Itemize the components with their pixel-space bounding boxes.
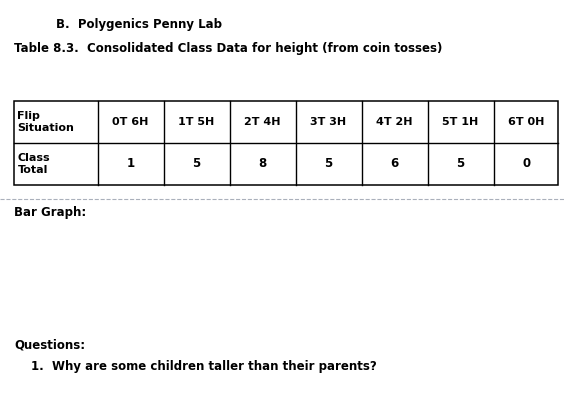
Text: 6T 0H: 6T 0H — [508, 117, 545, 127]
Text: 1T 5H: 1T 5H — [178, 117, 215, 127]
Text: 0T 6H: 0T 6H — [112, 117, 149, 127]
Text: Questions:: Questions: — [14, 338, 85, 351]
Text: B.  Polygenics Penny Lab: B. Polygenics Penny Lab — [56, 18, 222, 31]
Text: 1.  Why are some children taller than their parents?: 1. Why are some children taller than the… — [31, 360, 377, 373]
Text: Class
Total: Class Total — [17, 153, 50, 175]
Text: Table 8.3.  Consolidated Class Data for height (from coin tosses): Table 8.3. Consolidated Class Data for h… — [14, 42, 443, 55]
Text: 5: 5 — [192, 157, 201, 170]
Text: 5: 5 — [456, 157, 465, 170]
Bar — [14, 101, 558, 185]
Text: Bar Graph:: Bar Graph: — [14, 206, 86, 219]
Text: 0: 0 — [522, 157, 531, 170]
Text: 3T 3H: 3T 3H — [310, 117, 347, 127]
Text: 8: 8 — [258, 157, 267, 170]
Text: 4T 2H: 4T 2H — [376, 117, 413, 127]
Text: Flip
Situation: Flip Situation — [17, 111, 74, 133]
Text: 6: 6 — [390, 157, 399, 170]
Text: 1: 1 — [126, 157, 135, 170]
Text: 5T 1H: 5T 1H — [442, 117, 479, 127]
Text: 5: 5 — [324, 157, 333, 170]
Text: 2T 4H: 2T 4H — [244, 117, 281, 127]
